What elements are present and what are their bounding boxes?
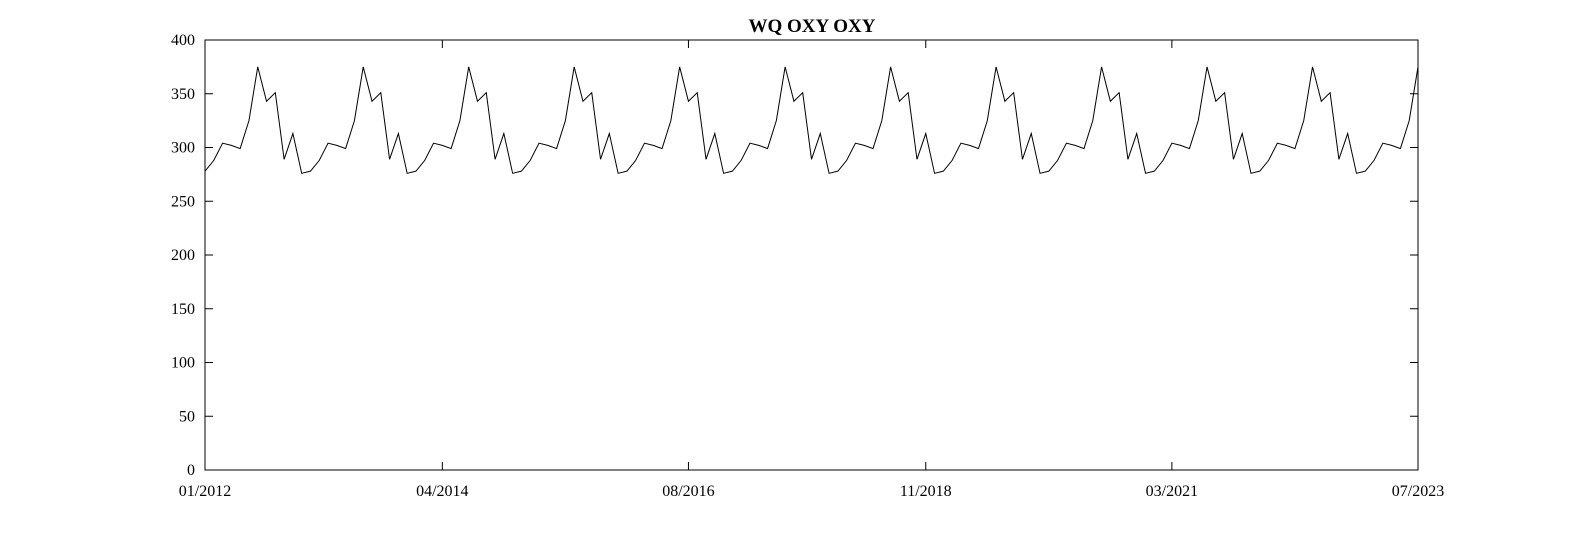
y-tick-label: 250: [171, 193, 195, 210]
plot-area: 0 50 100 150 200 250 300 350 400 01/2012 04/2014 08…: [171, 32, 1444, 500]
y-tick-label: 50: [179, 408, 195, 425]
chart-title: WQ OXY OXY: [748, 16, 875, 37]
y-tick-label: 350: [171, 86, 195, 103]
y-tick-label: 300: [171, 140, 195, 157]
y-tick-label: 150: [171, 301, 195, 318]
axes-frame: [204, 39, 1419, 471]
x-tick-label: 07/2023: [1392, 483, 1444, 500]
x-tick-label: 01/2012: [179, 483, 231, 500]
x-tick-label: 11/2018: [900, 483, 952, 500]
y-tick-label: 0: [187, 462, 195, 479]
y-tick-label: 400: [171, 32, 195, 49]
series-line: [204, 66, 1419, 174]
x-tick-label: 04/2014: [416, 483, 468, 500]
x-tick-label: 08/2016: [662, 483, 714, 500]
x-tick-label: 03/2021: [1146, 483, 1198, 500]
y-tick-label: 200: [171, 247, 195, 264]
y-tick-label: 100: [171, 355, 195, 372]
